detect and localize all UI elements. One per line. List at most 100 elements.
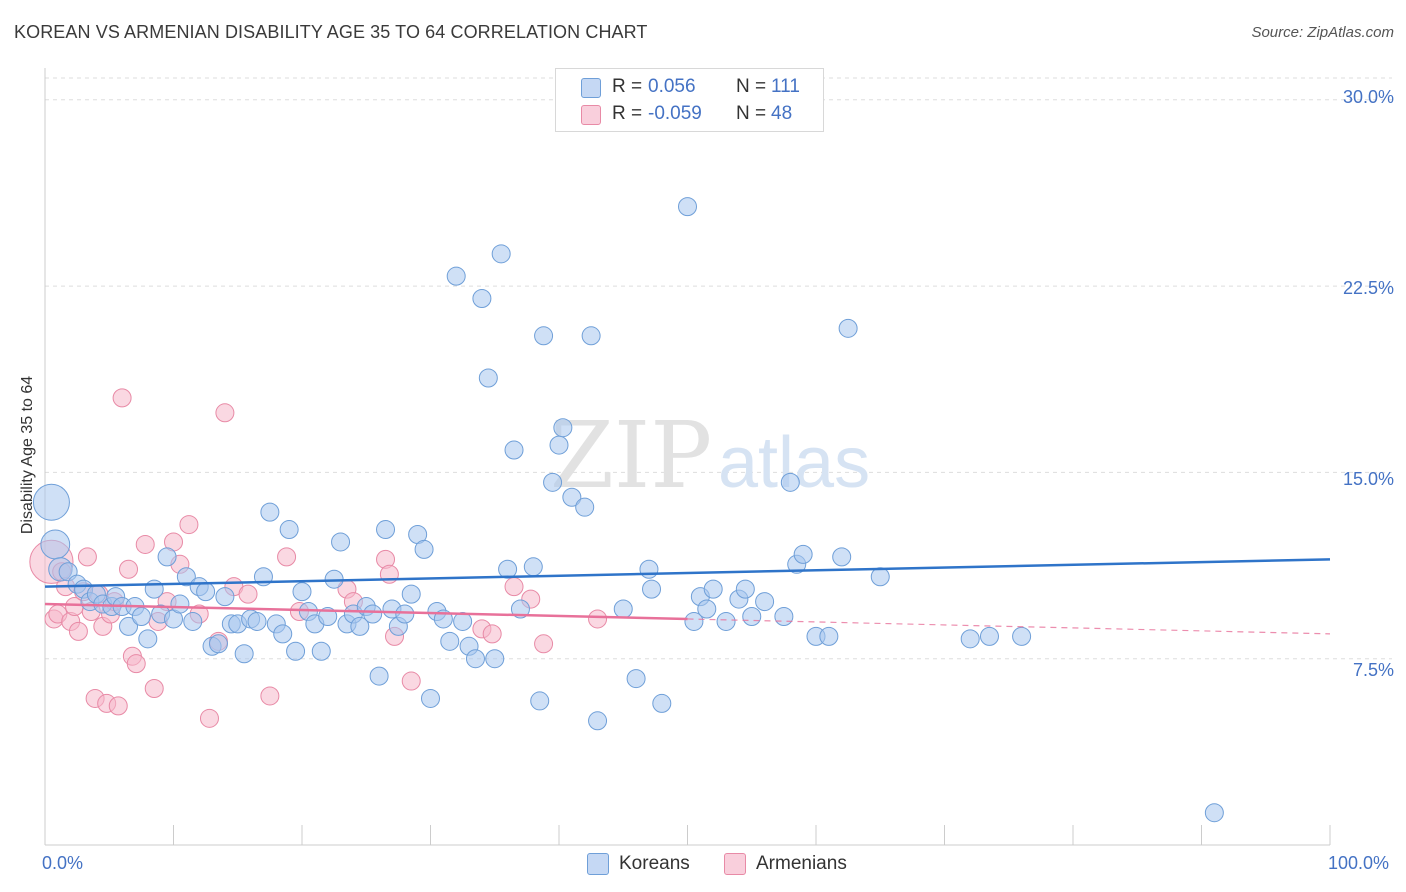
koreans-point xyxy=(311,641,331,661)
koreans-point xyxy=(40,529,71,560)
bottom-legend-label: Armenians xyxy=(756,853,847,874)
koreans-point xyxy=(703,579,723,599)
koreans-point xyxy=(870,567,890,587)
koreans-point xyxy=(510,599,530,619)
armenians-point xyxy=(126,654,146,674)
armenians-trend-extension xyxy=(687,618,1331,635)
koreans-point xyxy=(472,289,492,309)
koreans-point xyxy=(131,606,151,626)
armenians-trend-line xyxy=(44,602,688,621)
koreans-point xyxy=(440,631,460,651)
koreans-point xyxy=(363,604,383,624)
armenian-points xyxy=(29,388,608,728)
armenians-point xyxy=(68,621,88,641)
koreans-point xyxy=(350,616,370,636)
koreans-point xyxy=(774,606,794,626)
koreans-point xyxy=(534,326,554,346)
koreans-point xyxy=(376,520,396,540)
axes xyxy=(44,68,1331,846)
armenians-point xyxy=(401,671,421,691)
armenians-point xyxy=(77,547,97,567)
koreans-point xyxy=(553,418,573,438)
legend-r-value: 0.056 xyxy=(648,76,696,97)
legend: R = 0.056 N = 111 R = -0.059 N = 48 xyxy=(555,68,824,132)
koreans-point xyxy=(138,629,158,649)
koreans-point xyxy=(478,368,498,388)
koreans-point xyxy=(369,666,389,686)
koreans-point xyxy=(331,532,351,552)
koreans-point xyxy=(960,629,980,649)
y-tick-label-15: 15.0% xyxy=(1342,469,1394,489)
koreans-point xyxy=(523,557,543,577)
koreans-point xyxy=(401,584,421,604)
x-tick-label-min: 0.0% xyxy=(42,853,84,873)
koreans-point xyxy=(780,472,800,492)
armenians-point xyxy=(588,609,608,629)
koreans-point xyxy=(626,669,646,689)
legend-swatch-koreans xyxy=(581,78,601,98)
koreans-point xyxy=(176,567,196,587)
koreans-point xyxy=(395,604,415,624)
koreans-point xyxy=(1204,803,1224,823)
koreans-point xyxy=(819,626,839,646)
legend-n-label: N = xyxy=(736,103,767,124)
koreans-point xyxy=(581,326,601,346)
koreans-point xyxy=(979,626,999,646)
armenians-point xyxy=(534,634,554,654)
legend-swatch-armenians xyxy=(581,105,601,125)
koreans-point xyxy=(183,611,203,631)
y-tick-label-30: 30.0% xyxy=(1342,87,1394,107)
koreans-point xyxy=(215,587,235,607)
koreans-point xyxy=(247,611,267,631)
koreans-point xyxy=(491,244,511,264)
armenians-point xyxy=(179,515,199,535)
koreans-point xyxy=(453,611,473,631)
x-tick-label-max: 100.0% xyxy=(1328,853,1390,873)
koreans-point xyxy=(642,579,662,599)
armenians-point xyxy=(108,696,128,716)
koreans-point xyxy=(421,688,440,708)
koreans-point xyxy=(652,693,672,713)
koreans-point xyxy=(208,634,228,654)
koreans-point xyxy=(575,497,595,517)
source-credit: Source: ZipAtlas.com xyxy=(1251,24,1394,41)
koreans-point xyxy=(32,483,70,521)
koreans-point xyxy=(755,592,775,612)
legend-r-value: -0.059 xyxy=(648,103,702,124)
koreans-point xyxy=(196,582,216,602)
armenians-point xyxy=(199,708,219,728)
y-tick-label-7-5: 7.5% xyxy=(1352,660,1394,680)
koreans-point xyxy=(613,599,633,619)
legend-n-value: 48 xyxy=(771,103,793,124)
koreans-point xyxy=(234,644,254,664)
trend-lines xyxy=(44,558,1331,635)
koreans-point xyxy=(530,691,550,711)
koreans-point xyxy=(697,599,717,619)
koreans-trend-line xyxy=(44,558,1331,588)
koreans-point xyxy=(446,266,466,286)
koreans-point xyxy=(318,606,338,626)
koreans-point xyxy=(465,649,485,669)
armenians-point xyxy=(119,559,139,579)
koreans-point xyxy=(549,435,569,455)
koreans-point xyxy=(838,318,858,338)
koreans-point xyxy=(286,641,306,661)
y-tick-label-22-5: 22.5% xyxy=(1342,278,1394,298)
koreans-point xyxy=(793,544,813,564)
armenians-point xyxy=(135,534,155,554)
armenians-point xyxy=(277,547,297,567)
koreans-point xyxy=(260,502,280,522)
koreans-point xyxy=(414,539,434,559)
armenians-point xyxy=(482,624,502,644)
koreans-point xyxy=(498,559,518,579)
koreans-point xyxy=(273,624,293,644)
koreans-point xyxy=(170,594,190,614)
armenians-point xyxy=(144,679,164,699)
koreans-point xyxy=(832,547,852,567)
koreans-point xyxy=(119,616,139,636)
legend-n-label: N = xyxy=(736,76,767,97)
koreans-point xyxy=(157,547,177,567)
bottom-swatch-armenians xyxy=(724,853,746,875)
armenians-point xyxy=(238,584,258,604)
